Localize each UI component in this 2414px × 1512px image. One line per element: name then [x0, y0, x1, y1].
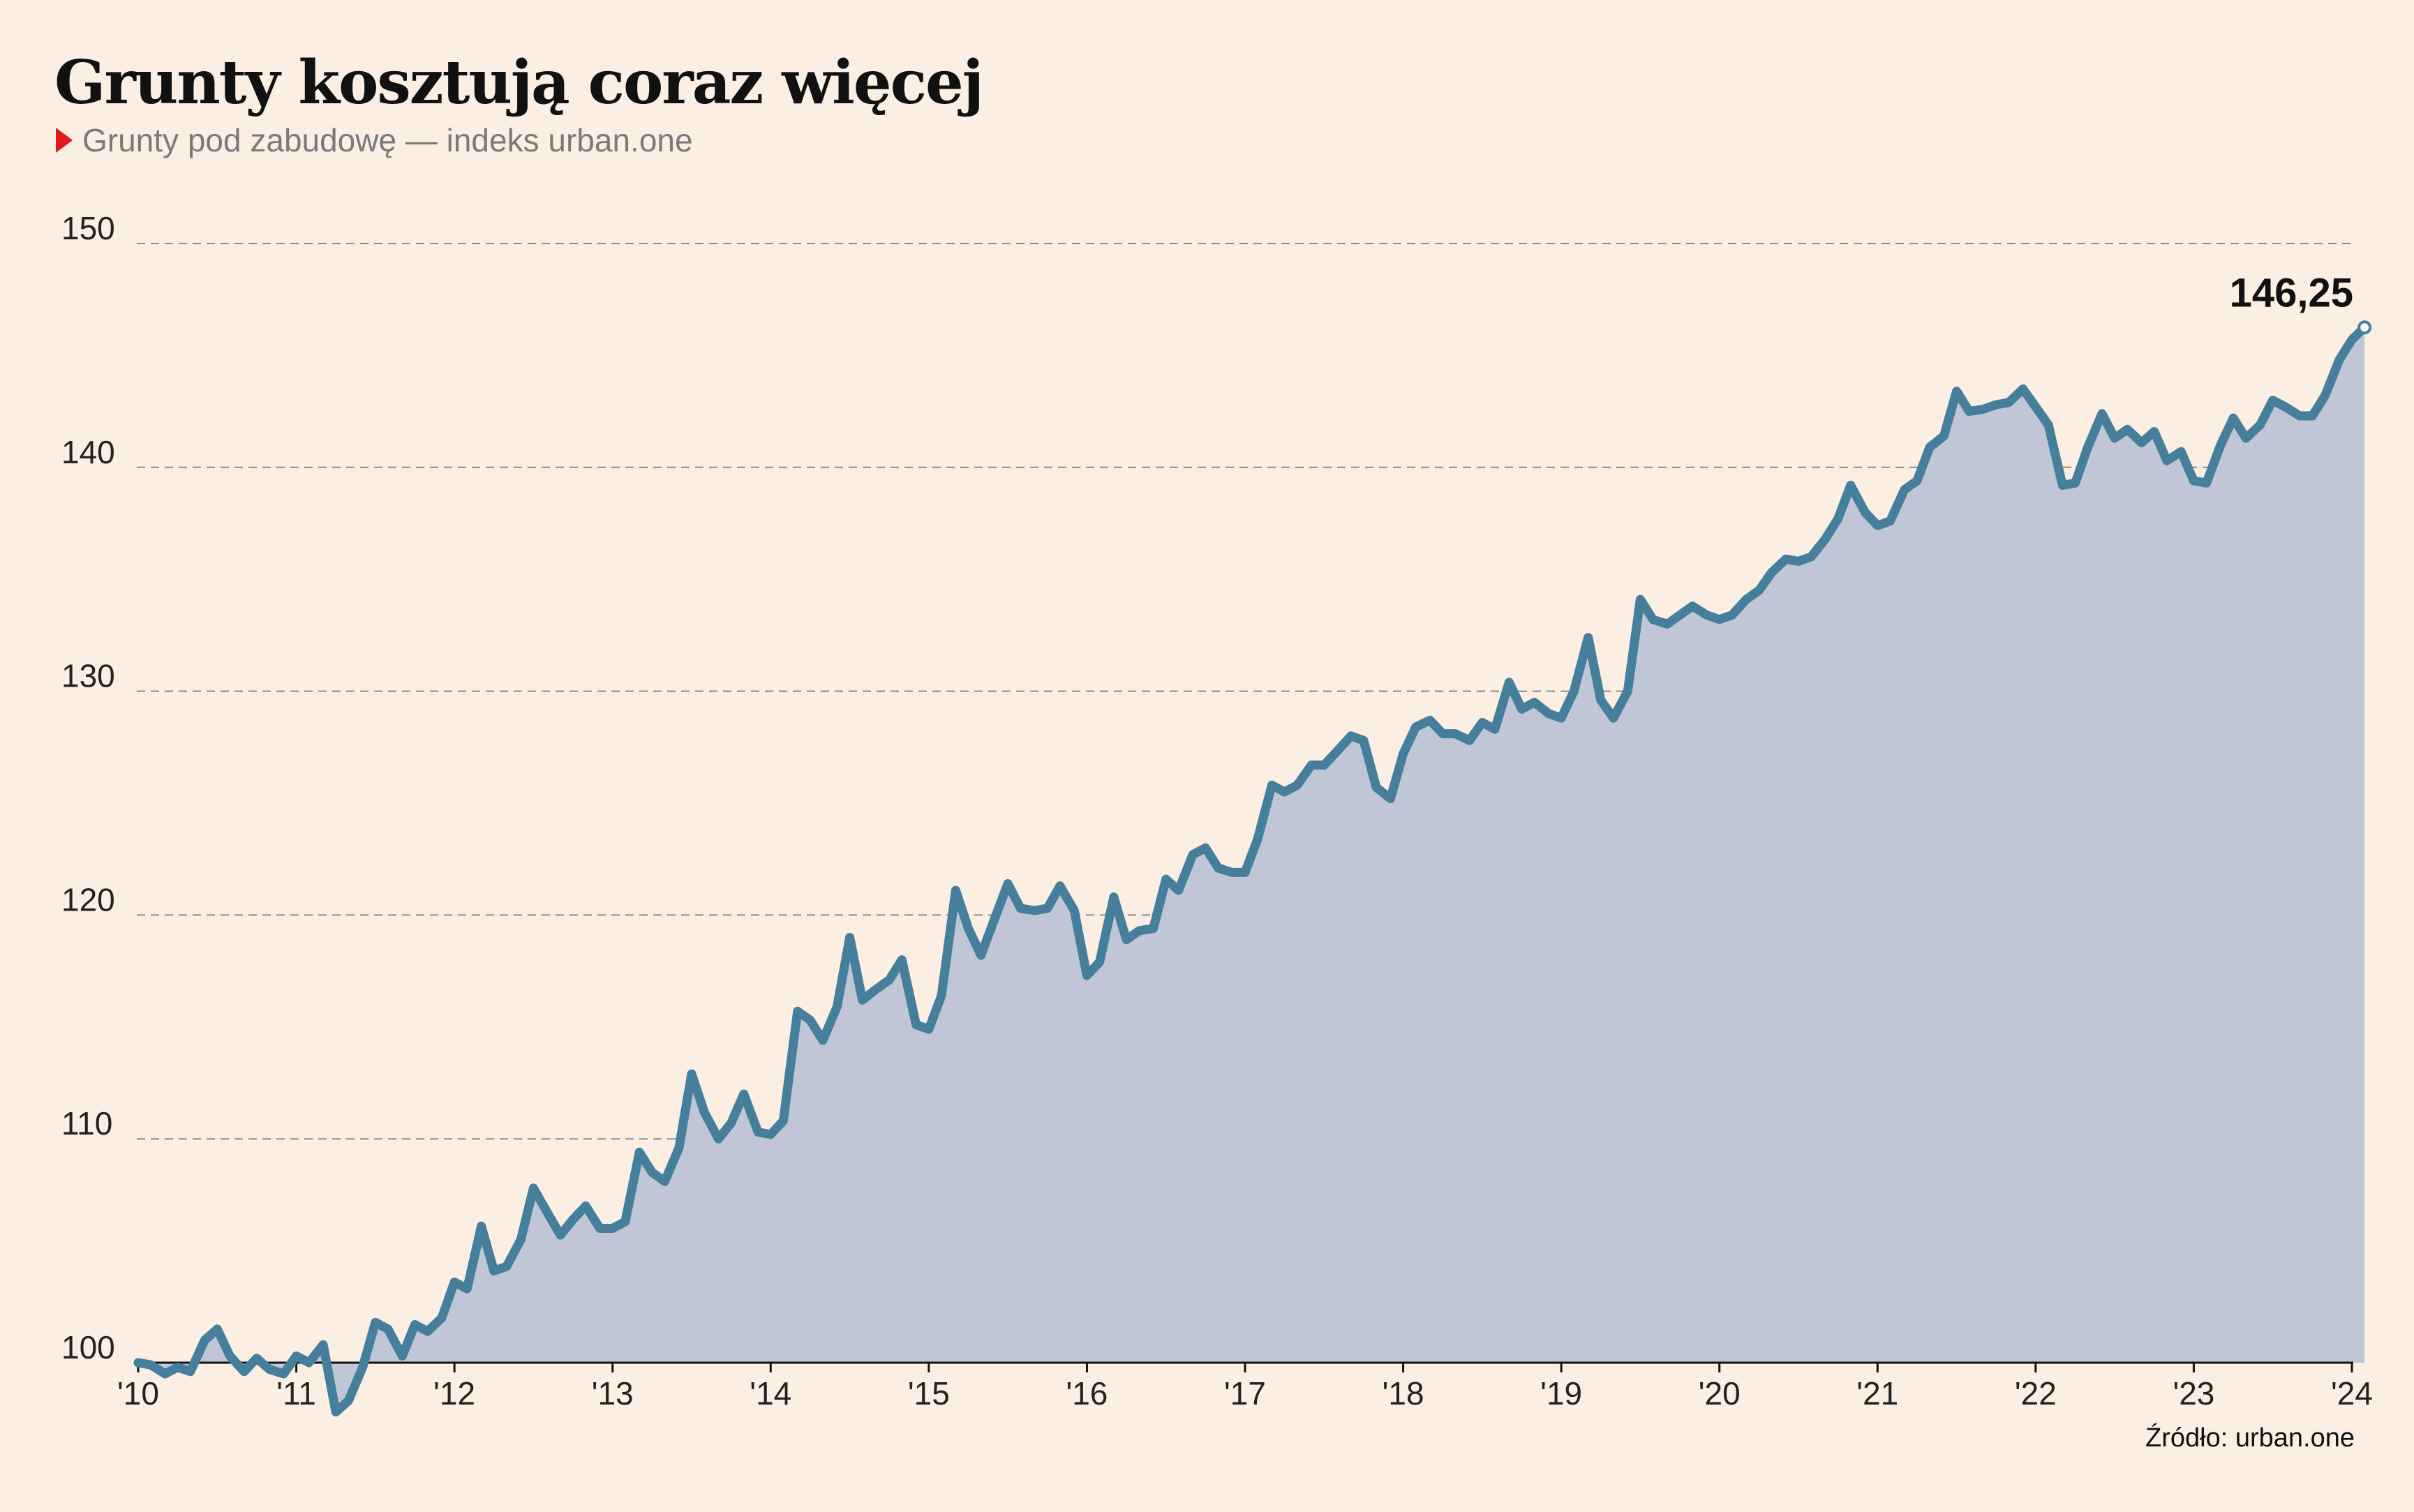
series-end-point — [2357, 320, 2372, 335]
y-tick-label: 140 — [61, 434, 115, 470]
x-tick-label: '17 — [1224, 1375, 1266, 1412]
x-tick-label: '22 — [2015, 1375, 2057, 1412]
x-tick-label: '12 — [433, 1375, 475, 1412]
chart-title: Grunty kosztują coraz więcej — [54, 47, 984, 118]
y-axis-ticks: 100 110 120 130 140 150 — [61, 210, 115, 1365]
x-tick-label: '23 — [2173, 1375, 2214, 1412]
x-tick-label: '20 — [1699, 1375, 1741, 1412]
red-triangle-icon — [56, 128, 73, 153]
y-tick-label: 120 — [61, 881, 115, 918]
x-tick-label: '24 — [2331, 1375, 2373, 1412]
x-tick-label: '13 — [592, 1375, 634, 1412]
x-axis-ticks: '10 '11 '12 '13 '14 '15 '16 '17 '18 '19 '20 '21 '22 '… — [117, 1363, 2373, 1412]
y-tick-label: 100 — [61, 1329, 115, 1365]
x-tick-label: '18 — [1383, 1375, 1424, 1412]
series-area-fill — [138, 327, 2365, 1412]
y-tick-label: 150 — [61, 210, 115, 246]
series-line — [133, 322, 2369, 1417]
subtitle-text: Grunty pod zabudowę — indeks urban.one — [82, 122, 693, 158]
x-tick-label: '19 — [1540, 1375, 1582, 1412]
x-tick-label: '16 — [1066, 1375, 1108, 1412]
y-tick-label: 110 — [61, 1105, 112, 1142]
source-note: Źródło: urban.one — [2145, 1423, 2355, 1453]
x-tick-label: '11 — [276, 1375, 316, 1412]
x-tick-label: '10 — [117, 1375, 159, 1412]
x-tick-label: '21 — [1856, 1375, 1898, 1412]
x-tick-label: '14 — [750, 1375, 791, 1412]
chart-subtitle: Grunty pod zabudowę — indeks urban.one — [56, 121, 693, 159]
end-value-label: 146,25 — [2230, 270, 2353, 315]
y-tick-label: 130 — [61, 658, 115, 694]
x-tick-label: '15 — [908, 1375, 950, 1412]
